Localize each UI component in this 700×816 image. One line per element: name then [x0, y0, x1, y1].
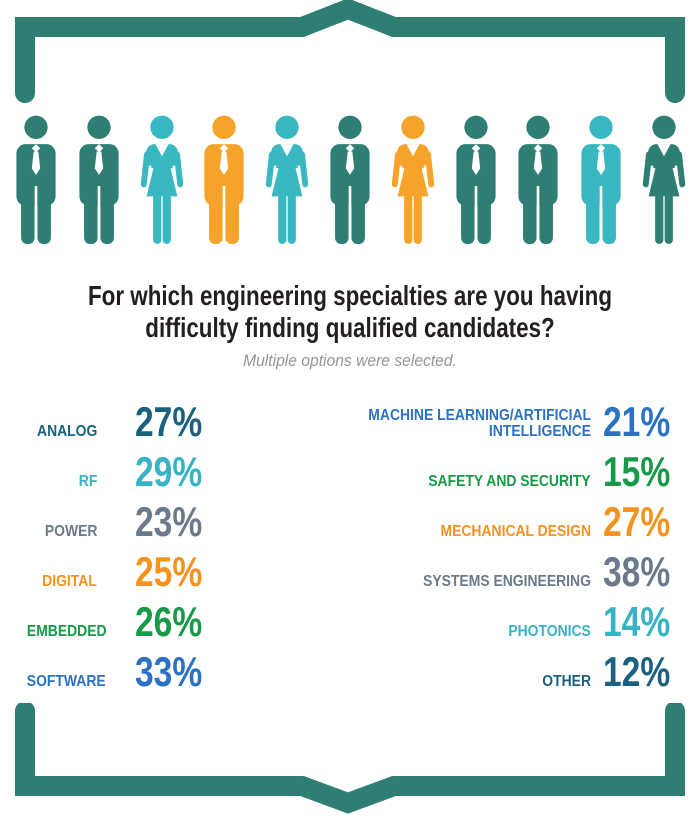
stats-column-left: ANALOG 27% RF 29% POWER 23% DIGITAL 25% …	[15, 397, 270, 701]
stat-value: 38%	[603, 547, 671, 595]
male-person-icon	[204, 115, 244, 246]
stat-row: SYSTEMS ENGINEERING 38%	[290, 547, 685, 601]
stat-value: 26%	[135, 597, 203, 645]
question-title-line2: difficulty finding qualified candidates?	[145, 312, 555, 344]
question-title-line1: For which engineering specialties are yo…	[87, 280, 613, 311]
stat-value: 33%	[135, 647, 203, 695]
stat-value: 27%	[603, 497, 671, 545]
people-pictogram-row	[0, 115, 700, 246]
stat-label: POWER	[44, 522, 97, 540]
female-person-icon	[140, 115, 183, 244]
stat-row: MACHINE LEARNING/ARTIFICIAL INTELLIGENCE…	[290, 397, 685, 451]
stats-section: ANALOG 27% RF 29% POWER 23% DIGITAL 25% …	[0, 397, 700, 701]
stat-value: 14%	[603, 597, 671, 645]
female-person-icon	[391, 115, 435, 244]
stat-row: POWER 23%	[15, 497, 270, 551]
bottom-bracket-decoration	[15, 702, 685, 814]
stat-label: EMBEDDED	[26, 622, 107, 640]
male-person-icon	[16, 115, 56, 246]
stat-row: RF 29%	[15, 447, 270, 501]
stat-value: 25%	[135, 547, 203, 595]
stat-label: ANALOG	[36, 422, 97, 440]
stat-row: PHOTONICS 14%	[290, 597, 685, 651]
male-person-icon	[79, 115, 119, 246]
stat-label: OTHER	[542, 672, 591, 690]
stats-column-right: MACHINE LEARNING/ARTIFICIAL INTELLIGENCE…	[290, 397, 685, 701]
stat-row: OTHER 12%	[290, 647, 685, 701]
top-bracket-decoration	[15, 0, 685, 103]
stat-value: 27%	[135, 397, 203, 445]
stat-row: MECHANICAL DESIGN 27%	[290, 497, 685, 551]
stat-row: SOFTWARE 33%	[15, 647, 270, 701]
male-person-icon	[455, 115, 496, 246]
male-person-icon	[518, 115, 558, 246]
stat-row: EMBEDDED 26%	[15, 597, 270, 651]
female-person-icon	[642, 115, 686, 244]
stat-value: 29%	[135, 447, 203, 495]
stat-label: RF	[78, 472, 97, 490]
stat-row: DIGITAL 25%	[15, 547, 270, 601]
stat-label: MECHANICAL DESIGN	[440, 522, 591, 540]
stat-label: SYSTEMS ENGINEERING	[423, 572, 591, 590]
stat-value: 15%	[603, 447, 671, 495]
stat-label: SOFTWARE	[26, 672, 106, 690]
stat-value: 12%	[603, 647, 671, 695]
stat-row: ANALOG 27%	[15, 397, 270, 451]
stat-label: DIGITAL	[42, 572, 97, 590]
question-title: For which engineering specialties are yo…	[70, 280, 630, 345]
female-person-icon	[265, 115, 309, 244]
male-person-icon	[330, 115, 370, 246]
stat-value: 21%	[603, 397, 671, 445]
male-person-icon	[581, 115, 621, 246]
stat-value: 23%	[135, 497, 203, 545]
stat-label: PHOTONICS	[508, 622, 591, 640]
stat-label: SAFETY AND SECURITY	[428, 472, 591, 490]
question-subtitle: Multiple options were selected.	[243, 350, 457, 370]
stat-row: SAFETY AND SECURITY 15%	[290, 447, 685, 501]
stat-label: MACHINE LEARNING/ARTIFICIAL INTELLIGENCE	[368, 406, 591, 440]
